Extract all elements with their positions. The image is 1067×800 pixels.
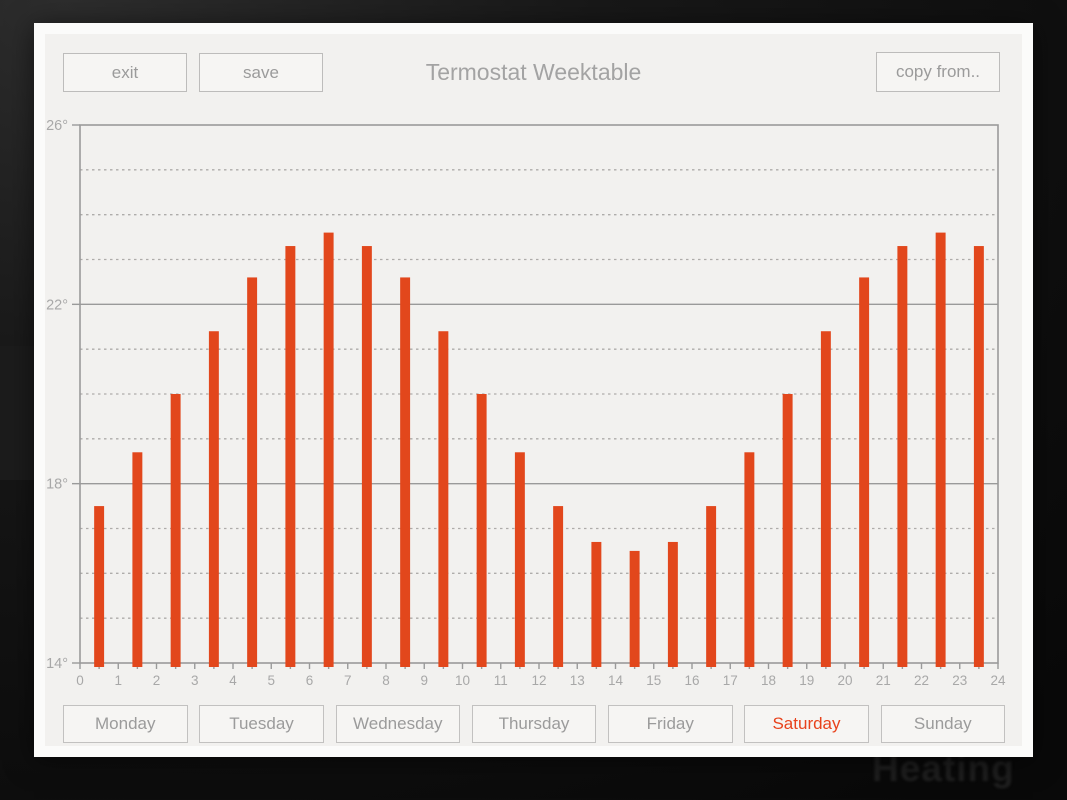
- x-tick-label-7: 7: [344, 673, 352, 688]
- weektable-chart: 26°22°18°14°0 1 2 3 4 5 6 7 8 9 10 11 12 13 14 15 16 17 18…: [46, 118, 1006, 688]
- copy-from-button[interactable]: copy from..: [876, 52, 1000, 92]
- x-tick-label-19: 19: [799, 673, 814, 688]
- day-button-wednesday[interactable]: Wednesday: [335, 705, 460, 743]
- bar-hour-22[interactable]: [935, 232, 946, 667]
- x-tick-label-11: 11: [494, 673, 508, 688]
- x-tick-label-3: 3: [191, 673, 199, 688]
- bar-hour-19[interactable]: [820, 331, 831, 667]
- x-tick-label-6: 6: [306, 673, 314, 688]
- exit-button[interactable]: exit: [63, 53, 187, 92]
- bar-hour-18[interactable]: [782, 394, 793, 667]
- x-tick-label-1: 1: [114, 673, 122, 688]
- day-button-monday[interactable]: Monday: [63, 705, 188, 743]
- bar-hour-2[interactable]: [170, 394, 181, 667]
- bar-hour-11[interactable]: [514, 452, 525, 667]
- bar-hour-23[interactable]: [973, 246, 984, 668]
- x-tick-label-22: 22: [914, 673, 929, 688]
- x-tick-label-2: 2: [153, 673, 161, 688]
- bar-hour-17[interactable]: [744, 452, 755, 667]
- bar-hour-15[interactable]: [667, 541, 678, 667]
- bar-hour-21[interactable]: [897, 246, 908, 668]
- x-tick-label-8: 8: [382, 673, 390, 688]
- x-tick-label-15: 15: [646, 673, 661, 688]
- day-button-saturday[interactable]: Saturday: [744, 705, 869, 743]
- day-button-friday[interactable]: Friday: [608, 705, 733, 743]
- x-tick-label-16: 16: [684, 673, 699, 688]
- bar-hour-8[interactable]: [400, 277, 411, 667]
- x-tick-label-23: 23: [952, 673, 967, 688]
- bar-hour-10[interactable]: [476, 394, 487, 667]
- x-tick-label-4: 4: [229, 673, 237, 688]
- save-button[interactable]: save: [199, 53, 323, 92]
- x-tick-label-13: 13: [570, 673, 585, 688]
- bar-hour-16[interactable]: [706, 506, 717, 667]
- bar-hour-20[interactable]: [859, 277, 870, 667]
- x-tick-label-5: 5: [267, 673, 275, 688]
- day-button-tuesday[interactable]: Tuesday: [199, 705, 324, 743]
- y-axis-label-26: 26°: [46, 118, 68, 134]
- x-tick-label-12: 12: [531, 673, 546, 688]
- x-tick-label-0: 0: [76, 673, 84, 688]
- bar-hour-13[interactable]: [591, 541, 602, 667]
- y-axis-label-18: 18°: [46, 477, 68, 493]
- thermostat-weektable-dialog: exit save Termostat Weektable copy from.…: [34, 23, 1033, 757]
- x-tick-label-18: 18: [761, 673, 776, 688]
- x-tick-label-20: 20: [837, 673, 852, 688]
- bar-hour-1[interactable]: [132, 452, 143, 667]
- day-button-sunday[interactable]: Sunday: [880, 705, 1005, 743]
- bar-hour-6[interactable]: [323, 232, 334, 667]
- x-tick-label-21: 21: [876, 673, 891, 688]
- x-tick-label-14: 14: [608, 673, 624, 688]
- y-axis-label-14: 14°: [46, 656, 68, 672]
- page-title: Termostat Weektable: [425, 59, 642, 85]
- bar-hour-0[interactable]: [94, 506, 105, 667]
- bar-hour-3[interactable]: [208, 331, 219, 667]
- y-axis-label-22: 22°: [46, 297, 68, 313]
- x-tick-label-24: 24: [990, 673, 1006, 688]
- bar-hour-12[interactable]: [553, 506, 564, 667]
- background-window-edge: [0, 346, 34, 480]
- bar-hour-9[interactable]: [438, 331, 449, 667]
- x-tick-label-10: 10: [455, 673, 470, 688]
- x-tick-label-9: 9: [420, 673, 428, 688]
- bar-hour-14[interactable]: [629, 550, 640, 667]
- bar-hour-5[interactable]: [285, 246, 296, 668]
- bar-hour-4[interactable]: [247, 277, 258, 667]
- day-button-thursday[interactable]: Thursday: [471, 705, 597, 743]
- bar-hour-7[interactable]: [361, 246, 372, 668]
- x-tick-label-17: 17: [723, 673, 738, 688]
- day-selector-row: Monday Tuesday Wednesday Thursday Friday…: [63, 705, 1005, 743]
